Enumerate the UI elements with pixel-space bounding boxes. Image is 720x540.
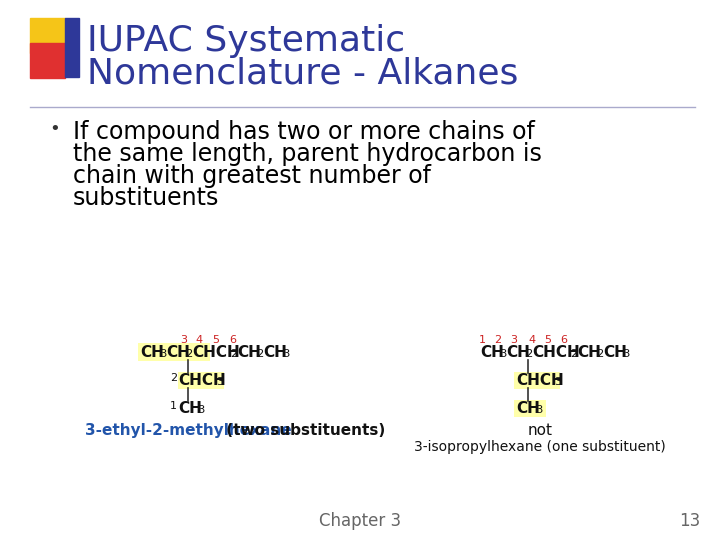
Text: Chapter 3: Chapter 3 — [319, 512, 401, 530]
Text: 13: 13 — [679, 512, 700, 530]
Text: 5: 5 — [544, 335, 552, 345]
Text: 3: 3 — [216, 377, 223, 387]
Text: 3: 3 — [159, 349, 166, 359]
Text: 5: 5 — [212, 335, 220, 345]
Text: 2: 2 — [230, 349, 237, 359]
Bar — [178, 372, 224, 389]
Text: IUPAC Systematic: IUPAC Systematic — [87, 24, 405, 58]
Text: CH: CH — [178, 401, 202, 416]
Text: 3: 3 — [622, 349, 629, 359]
Bar — [30, 18, 65, 53]
Text: chain with greatest number of: chain with greatest number of — [73, 164, 431, 188]
Bar — [138, 343, 210, 361]
Text: 6: 6 — [230, 335, 236, 345]
Text: not: not — [528, 423, 552, 438]
Text: •: • — [50, 120, 60, 138]
Text: 3: 3 — [554, 377, 562, 387]
Text: 1: 1 — [479, 335, 485, 345]
Text: CH: CH — [166, 345, 190, 360]
Bar — [30, 43, 65, 78]
Text: 6: 6 — [560, 335, 567, 345]
Text: 1: 1 — [170, 401, 177, 411]
Text: 4: 4 — [528, 335, 536, 345]
Bar — [514, 400, 546, 417]
Text: CH: CH — [577, 345, 601, 360]
Text: 2: 2 — [170, 373, 177, 383]
Text: 3-ethyl-2-methylhexane: 3-ethyl-2-methylhexane — [85, 423, 292, 438]
Text: 2: 2 — [256, 349, 264, 359]
Text: 3: 3 — [535, 405, 542, 415]
Text: the same length, parent hydrocarbon is: the same length, parent hydrocarbon is — [73, 142, 542, 166]
Text: 3-isopropylhexane (one substituent): 3-isopropylhexane (one substituent) — [414, 440, 666, 454]
Bar — [514, 372, 560, 389]
Text: CH: CH — [263, 345, 287, 360]
Text: 3: 3 — [197, 405, 204, 415]
Text: CHCH: CHCH — [192, 345, 240, 360]
Text: 3: 3 — [510, 335, 518, 345]
Text: 2: 2 — [525, 349, 532, 359]
Text: CH: CH — [480, 345, 504, 360]
Text: 2: 2 — [185, 349, 192, 359]
Text: CH: CH — [516, 401, 540, 416]
Text: CH: CH — [140, 345, 164, 360]
Text: CHCH: CHCH — [516, 373, 564, 388]
Text: substituents: substituents — [73, 186, 220, 210]
Bar — [65, 18, 79, 77]
Text: CHCH: CHCH — [532, 345, 580, 360]
Text: If compound has two or more chains of: If compound has two or more chains of — [73, 120, 535, 144]
Text: CH: CH — [506, 345, 530, 360]
Text: 3: 3 — [181, 335, 187, 345]
Text: CH: CH — [603, 345, 627, 360]
Text: Nomenclature - Alkanes: Nomenclature - Alkanes — [87, 56, 518, 90]
Text: 3: 3 — [282, 349, 289, 359]
Text: 2: 2 — [570, 349, 577, 359]
Text: 4: 4 — [195, 335, 202, 345]
Text: 3: 3 — [499, 349, 506, 359]
Text: CHCH: CHCH — [178, 373, 226, 388]
Text: 2: 2 — [596, 349, 603, 359]
Text: CH: CH — [237, 345, 261, 360]
Text: 2: 2 — [495, 335, 502, 345]
Text: (two substituents): (two substituents) — [222, 423, 386, 438]
